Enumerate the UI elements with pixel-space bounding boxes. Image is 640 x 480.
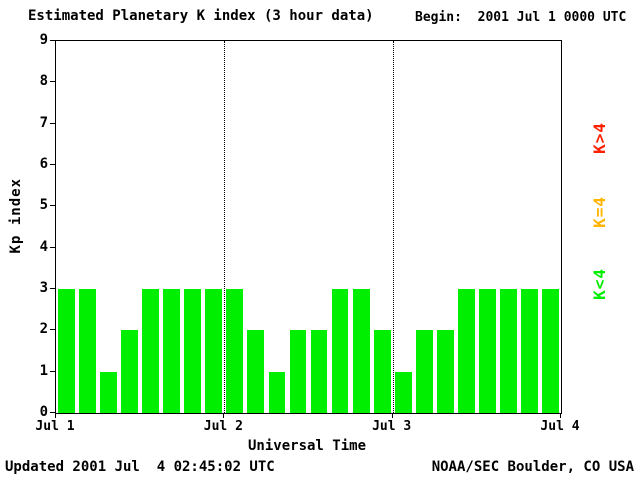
kp-bar [289,330,307,413]
kp-bar [499,289,517,413]
kp-bar [436,330,454,413]
kp-bar [331,289,349,413]
y-tick-mark [50,122,55,124]
plot-area [55,40,562,414]
y-tick-label: 0 [39,404,48,420]
y-tick-mark [50,246,55,248]
y-tick-mark [50,205,55,207]
y-tick-label: 9 [39,32,48,48]
kp-bar [100,371,118,413]
kp-bar [415,330,433,413]
y-tick-mark [50,288,55,289]
y-tick-label: 4 [39,238,48,255]
x-tick-label: Jul 4 [540,419,580,434]
kp-bar [121,330,139,413]
day-separator-line [224,41,226,413]
x-tick-label: Jul 3 [372,419,412,434]
begin-label: Begin: 2001 Jul 1 0000 UTC [415,10,627,25]
kp-bar [268,371,286,413]
day-separator-line [392,41,394,413]
y-tick-mark [50,81,55,83]
kp-bar [142,289,160,413]
y-tick-label: 6 [39,156,48,172]
kp-bar [394,371,412,413]
x-tick-mark [55,413,56,418]
x-axis-title: Universal Time [247,438,367,454]
x-tick-mark [560,413,561,418]
x-tick-mark [223,413,225,418]
x-tick-label: Jul 2 [203,419,243,434]
kp-bar [58,289,75,413]
updated-label: Updated 2001 Jul 4 02:45:02 UTC [5,459,275,475]
credit-label: NOAA/SEC Boulder, CO USA [431,459,634,475]
y-tick-mark [50,164,55,165]
kp-bar [542,289,559,413]
y-tick-mark [50,329,55,331]
kp-bar [521,289,538,413]
kp-bar [247,330,265,413]
legend-item: K=4 [590,196,609,228]
kp-bar [310,330,328,413]
kp-bar [352,289,370,413]
kp-bar [205,289,223,413]
y-tick-mark [50,370,55,372]
kp-bar [163,289,181,413]
kp-bar [226,289,244,413]
y-tick-label: 2 [39,321,48,338]
chart-title: Estimated Planetary K index (3 hour data… [28,8,374,24]
kp-bar [184,289,202,413]
y-tick-label: 7 [39,114,48,131]
y-tick-label: 1 [39,362,48,379]
kp-bar [79,289,96,413]
x-tick-label: Jul 1 [35,419,75,434]
legend-item: K<4 [590,268,609,300]
kp-bar [373,330,391,413]
y-tick-label: 8 [39,73,48,90]
kp-bar [457,289,475,413]
y-tick-label: 5 [39,197,48,214]
kp-bar [478,289,496,413]
y-tick-label: 3 [39,280,48,296]
y-tick-mark [50,40,55,41]
y-tick-mark [50,412,55,413]
legend-item: K>4 [590,122,609,154]
x-tick-mark [391,413,393,418]
